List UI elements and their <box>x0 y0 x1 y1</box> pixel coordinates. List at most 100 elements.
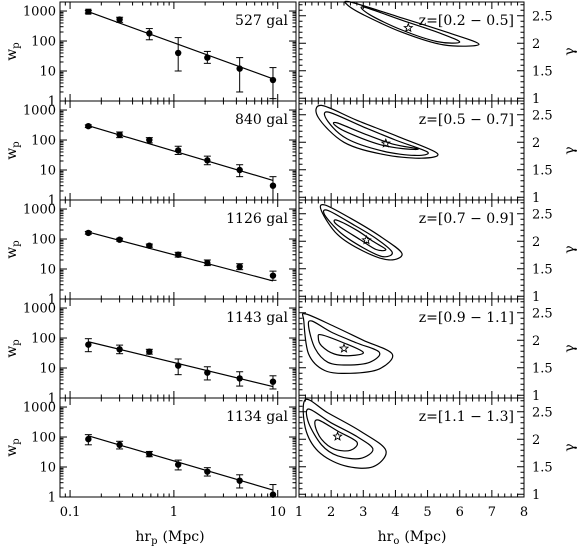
y-tick-label: 100 <box>31 134 56 149</box>
confidence-contour-1 <box>360 6 461 44</box>
gamma-tick-label: 2.5 <box>532 108 553 123</box>
gamma-tick-label: 1 <box>532 389 540 404</box>
x-tick-label: 7 <box>488 505 496 520</box>
data-point <box>174 147 182 154</box>
galaxy-count-label: 840 gal <box>235 112 288 128</box>
wp-axis-title-main: w <box>4 49 20 61</box>
x-tick-label: 1 <box>170 505 178 520</box>
confidence-contour-3 <box>319 204 403 261</box>
gamma-tick-label: 1 <box>532 191 540 206</box>
confidence-contour-1 <box>332 121 419 151</box>
x-tick-label: 3 <box>359 505 367 520</box>
wp-axis-title-sub: p <box>11 339 22 345</box>
data-point <box>85 435 92 443</box>
data-point <box>146 450 153 458</box>
data-point <box>269 378 277 385</box>
y-tick-label: 10 <box>39 263 56 278</box>
x-tick-label: 2 <box>327 505 335 520</box>
gamma-tick-label: 2 <box>532 433 540 448</box>
gamma-tick-label: 1.5 <box>532 460 553 475</box>
x-tick-label: 8 <box>520 505 528 520</box>
wp-axis-title: wp <box>4 42 22 60</box>
gamma-panel-frame <box>298 397 525 498</box>
data-point <box>204 369 211 376</box>
best-fit-star <box>332 431 343 441</box>
data-point <box>236 166 243 174</box>
gamma-panel-3: 1 1.5 2 2.5 γ z=[0.7 − 0.9] <box>298 199 578 305</box>
y-tick-label: 100 <box>31 332 56 347</box>
gamma-tick-label: 1.5 <box>532 361 553 376</box>
data-point <box>85 341 92 348</box>
x-tick-label: 5 <box>423 505 431 520</box>
confidence-contour-1 <box>333 219 387 252</box>
x-tick-label: 10 <box>269 505 286 520</box>
x-tick-label: 6 <box>456 505 464 520</box>
gamma-tick-label: 1.5 <box>532 163 553 178</box>
gamma-tick-label: 2.5 <box>532 405 553 420</box>
y-tick-label: 1000 <box>23 203 56 218</box>
gamma-tick-label: 2 <box>532 334 540 349</box>
y-tick-label: 1000 <box>23 104 56 119</box>
data-point <box>269 76 277 84</box>
gamma-panel-4: 1 1.5 2 2.5 γ z=[0.9 − 1.1] <box>298 298 578 404</box>
wp-panel-2: 1 10 100 1000 wp 840 gal <box>4 100 297 209</box>
data-point <box>146 136 153 144</box>
data-point <box>85 229 92 237</box>
wp-axis-title-main: w <box>4 247 20 259</box>
y-tick-label: 100 <box>31 35 56 50</box>
data-point <box>204 157 211 164</box>
right-x-axis-title: hro (Mpc) <box>378 529 447 547</box>
data-point <box>146 30 153 37</box>
y-tick-label: 10 <box>39 461 56 476</box>
data-point <box>236 477 243 484</box>
data-point <box>204 259 211 267</box>
data-point <box>116 236 123 243</box>
gamma-tick-label: 2.5 <box>532 306 553 321</box>
gamma-axis-title: γ <box>562 443 578 451</box>
redshift-bin-label: z=[0.2 − 0.5] <box>419 13 514 29</box>
y-tick-label: 1 <box>48 194 56 209</box>
confidence-contour-2 <box>323 111 429 157</box>
gamma-axis-title: γ <box>562 47 578 55</box>
gamma-tick-label: 1.5 <box>532 262 553 277</box>
gamma-axis-title: γ <box>562 245 578 253</box>
y-tick-label: 10 <box>39 362 56 377</box>
confidence-contour-3 <box>302 398 387 469</box>
gamma-panel-5: 1 1.5 2 2.5 γ z=[1.1 − 1.3] <box>298 397 578 503</box>
gamma-axis-title: γ <box>562 344 578 352</box>
gamma-tick-label: 1 <box>532 488 540 503</box>
confidence-contour-2 <box>322 209 393 258</box>
y-tick-label: 10 <box>39 65 56 80</box>
best-fit-star <box>380 137 392 148</box>
wp-axis-title: wp <box>4 141 22 159</box>
wp-panel-5: 1 10 100 1000 wp 1134 gal <box>4 397 297 506</box>
wp-axis-title-main: w <box>4 445 20 457</box>
data-point <box>204 468 211 475</box>
gamma-tick-label: 2 <box>532 37 540 52</box>
wp-panel-1: 1 10 100 1000 wp 527 gal <box>4 1 297 110</box>
wp-axis-title-sub: p <box>11 240 22 246</box>
confidence-contour-2 <box>305 408 374 460</box>
data-point <box>146 242 153 249</box>
confidence-contour-2 <box>344 0 480 47</box>
redshift-bin-label: z=[0.7 − 0.9] <box>419 211 514 227</box>
data-point <box>174 362 182 369</box>
confidence-contour-3 <box>301 313 394 374</box>
wp-panel-frame <box>59 397 297 498</box>
wp-axis-title-main: w <box>4 346 20 358</box>
x-tick-label: 1 <box>295 505 303 520</box>
data-point <box>146 348 153 355</box>
y-tick-label: 10 <box>39 164 56 179</box>
data-point <box>269 491 277 498</box>
confidence-contour-1 <box>314 419 358 452</box>
data-point <box>85 8 92 15</box>
confidence-contour-3 <box>315 104 439 159</box>
wp-axis-title: wp <box>4 240 22 258</box>
redshift-bin-label: z=[0.9 − 1.1] <box>419 310 514 326</box>
x-tick-label: 0.1 <box>60 505 81 520</box>
y-tick-label: 100 <box>31 233 56 248</box>
galaxy-count-label: 1126 gal <box>226 211 288 227</box>
confidence-contour-1 <box>317 333 364 357</box>
